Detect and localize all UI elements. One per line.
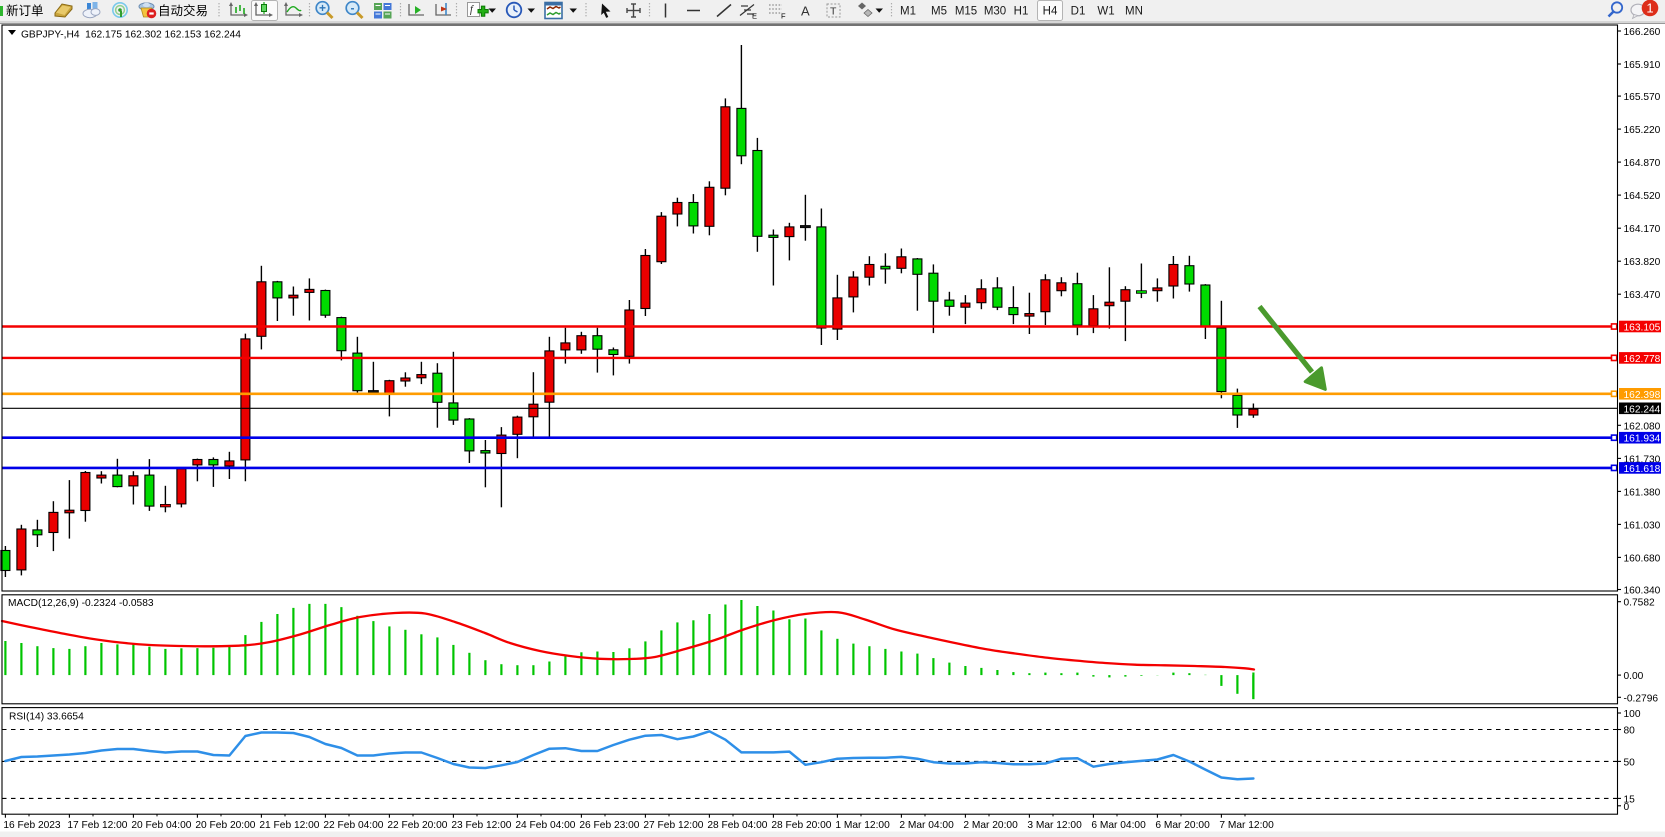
svg-text:164.520: 164.520 (1624, 191, 1661, 202)
svg-text:16 Feb 2023: 16 Feb 2023 (3, 820, 61, 831)
svg-text:1: 1 (1646, 1, 1653, 16)
svg-text:162.398: 162.398 (1624, 390, 1661, 401)
svg-text:160.680: 160.680 (1624, 553, 1661, 564)
svg-text:H1: H1 (1014, 6, 1029, 18)
svg-text:GBPJPY-,H4 162.175 162.302 16: GBPJPY-,H4 162.175 162.302 162.153 162.2… (21, 30, 241, 41)
svg-text:161.730: 161.730 (1624, 454, 1661, 465)
svg-text:M5: M5 (931, 6, 947, 18)
svg-text:0.00: 0.00 (1624, 671, 1644, 682)
svg-text:15: 15 (1624, 794, 1636, 805)
svg-text:MN: MN (1125, 6, 1143, 18)
svg-text:80: 80 (1624, 726, 1636, 737)
svg-text:T: T (830, 6, 837, 18)
svg-text:D1: D1 (1071, 6, 1086, 18)
svg-text:163.820: 163.820 (1624, 257, 1661, 268)
svg-text:165.570: 165.570 (1624, 92, 1661, 103)
svg-text:21 Feb 12:00: 21 Feb 12:00 (259, 820, 319, 831)
svg-text:165.220: 165.220 (1624, 125, 1661, 136)
svg-text:7 Mar 12:00: 7 Mar 12:00 (1219, 820, 1274, 831)
svg-text:+: + (319, 1, 326, 15)
svg-text:RSI(14) 33.6654: RSI(14) 33.6654 (9, 712, 84, 723)
svg-text:0: 0 (1624, 802, 1630, 813)
svg-text:20 Feb 04:00: 20 Feb 04:00 (131, 820, 191, 831)
svg-text:164.170: 164.170 (1624, 224, 1661, 235)
svg-text:162.778: 162.778 (1624, 354, 1661, 365)
svg-text:-: - (351, 1, 355, 15)
svg-text:160.340: 160.340 (1624, 586, 1661, 597)
svg-text:24 Feb 04:00: 24 Feb 04:00 (515, 820, 575, 831)
svg-text:自动交易: 自动交易 (158, 3, 208, 18)
svg-text:23 Feb 12:00: 23 Feb 12:00 (451, 820, 511, 831)
svg-text:161.934: 161.934 (1624, 434, 1661, 445)
svg-text:f: f (470, 5, 474, 16)
svg-text:F: F (781, 12, 786, 21)
svg-text:166.260: 166.260 (1624, 27, 1661, 38)
svg-text:163.105: 163.105 (1624, 323, 1661, 334)
svg-text:163.470: 163.470 (1624, 290, 1661, 301)
svg-text:A: A (801, 4, 810, 19)
svg-text:162.244: 162.244 (1624, 404, 1661, 415)
svg-text:M30: M30 (984, 6, 1006, 18)
svg-text:26 Feb 23:00: 26 Feb 23:00 (579, 820, 639, 831)
svg-text:0.7582: 0.7582 (1624, 598, 1655, 609)
svg-text:-0.2796: -0.2796 (1624, 693, 1659, 704)
svg-text:6 Mar 04:00: 6 Mar 04:00 (1091, 820, 1146, 831)
svg-text:22 Feb 04:00: 22 Feb 04:00 (323, 820, 383, 831)
svg-text:17 Feb 12:00: 17 Feb 12:00 (67, 820, 127, 831)
svg-text:161.380: 161.380 (1624, 487, 1661, 498)
svg-text:3 Mar 12:00: 3 Mar 12:00 (1027, 820, 1082, 831)
svg-text:H4: H4 (1043, 6, 1058, 18)
svg-text:M15: M15 (955, 6, 977, 18)
svg-text:20 Feb 20:00: 20 Feb 20:00 (195, 820, 255, 831)
svg-text:新订单: 新订单 (6, 3, 44, 18)
svg-text:E: E (752, 12, 757, 21)
svg-text:162.080: 162.080 (1624, 421, 1661, 432)
svg-text:M1: M1 (900, 6, 916, 18)
svg-text:27 Feb 12:00: 27 Feb 12:00 (643, 820, 703, 831)
svg-text:161.618: 161.618 (1624, 464, 1661, 475)
svg-text:100: 100 (1624, 709, 1641, 720)
svg-text:W1: W1 (1097, 6, 1114, 18)
svg-text:28 Feb 04:00: 28 Feb 04:00 (707, 820, 767, 831)
svg-text:6 Mar 20:00: 6 Mar 20:00 (1155, 820, 1210, 831)
svg-text:165.910: 165.910 (1624, 60, 1661, 71)
svg-text:1 Mar 12:00: 1 Mar 12:00 (835, 820, 890, 831)
svg-text:2 Mar 20:00: 2 Mar 20:00 (963, 820, 1018, 831)
svg-text:28 Feb 20:00: 28 Feb 20:00 (771, 820, 831, 831)
svg-text:164.870: 164.870 (1624, 158, 1661, 169)
svg-text:22 Feb 20:00: 22 Feb 20:00 (387, 820, 447, 831)
svg-text:2 Mar 04:00: 2 Mar 04:00 (899, 820, 954, 831)
svg-text:MACD(12,26,9) -0.2324 -0.0583: MACD(12,26,9) -0.2324 -0.0583 (8, 598, 154, 609)
svg-text:161.030: 161.030 (1624, 520, 1661, 531)
svg-text:50: 50 (1624, 757, 1636, 768)
